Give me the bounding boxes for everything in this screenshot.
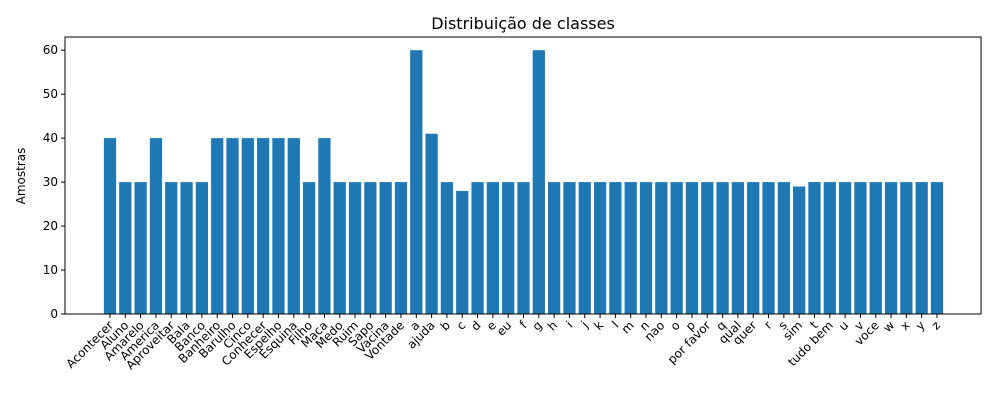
bar-54 — [930, 182, 944, 314]
plot-frame — [64, 36, 982, 315]
y-tick-label: 40 — [43, 131, 58, 145]
bar-7 — [211, 138, 224, 314]
bars-group — [103, 50, 944, 314]
bar-4 — [165, 182, 178, 314]
bar-28 — [532, 50, 545, 314]
bar-51 — [884, 182, 898, 314]
x-ticks-group: AcontecerAlunoAmareloAmericaAproveitarBa… — [63, 314, 943, 372]
bar-36 — [655, 182, 668, 314]
bar-34 — [624, 182, 637, 314]
bar-42 — [747, 182, 760, 314]
bar-2 — [134, 182, 147, 314]
bar-44 — [777, 182, 790, 314]
bar-1 — [119, 182, 132, 314]
bar-43 — [762, 182, 775, 314]
y-tick-label: 10 — [43, 263, 58, 277]
bar-16 — [348, 182, 362, 314]
bar-25 — [486, 182, 499, 314]
bar-50 — [869, 182, 882, 314]
bar-46 — [808, 182, 821, 314]
bar-3 — [149, 138, 163, 314]
bar-11 — [272, 138, 285, 314]
y-tick-label: 60 — [43, 43, 58, 57]
y-tick-label: 30 — [43, 175, 58, 189]
bar-14 — [318, 138, 331, 314]
bar-24 — [471, 182, 484, 314]
bar-0 — [103, 138, 117, 314]
bar-39 — [701, 182, 714, 314]
bar-30 — [563, 182, 576, 314]
bar-9 — [241, 138, 254, 314]
bar-33 — [609, 182, 622, 314]
bar-5 — [180, 182, 193, 314]
bar-31 — [578, 182, 591, 314]
bar-19 — [394, 182, 408, 314]
y-tick-label: 0 — [50, 307, 58, 321]
bar-21 — [425, 133, 438, 314]
bar-45 — [793, 186, 806, 314]
bar-47 — [823, 182, 836, 314]
bar-49 — [854, 182, 867, 314]
bar-32 — [593, 182, 607, 314]
bar-41 — [731, 182, 745, 314]
bar-27 — [517, 182, 530, 314]
bar-48 — [838, 182, 852, 314]
bar-8 — [226, 138, 239, 314]
bar-26 — [502, 182, 515, 314]
bar-10 — [257, 138, 270, 314]
bar-35 — [639, 182, 653, 314]
bar-52 — [900, 182, 913, 314]
y-tick-label: 50 — [43, 87, 58, 101]
bar-53 — [915, 182, 928, 314]
bar-37 — [670, 182, 683, 314]
bar-38 — [685, 182, 699, 314]
bar-29 — [548, 182, 561, 314]
bar-40 — [716, 182, 729, 314]
bar-17 — [364, 182, 377, 314]
y-tick-label: 20 — [43, 219, 58, 233]
bar-12 — [287, 138, 300, 314]
bar-23 — [456, 190, 469, 314]
bar-18 — [379, 182, 392, 314]
bar-15 — [333, 182, 346, 314]
chart-title: Distribuição de classes — [431, 14, 615, 33]
bar-20 — [410, 50, 423, 314]
bar-6 — [195, 182, 209, 314]
bar-13 — [302, 182, 316, 314]
bar-22 — [440, 182, 454, 314]
y-ticks-group: 0 10 20 30 40 50 60 — [43, 43, 65, 321]
y-axis-label: Amostras — [14, 148, 28, 205]
